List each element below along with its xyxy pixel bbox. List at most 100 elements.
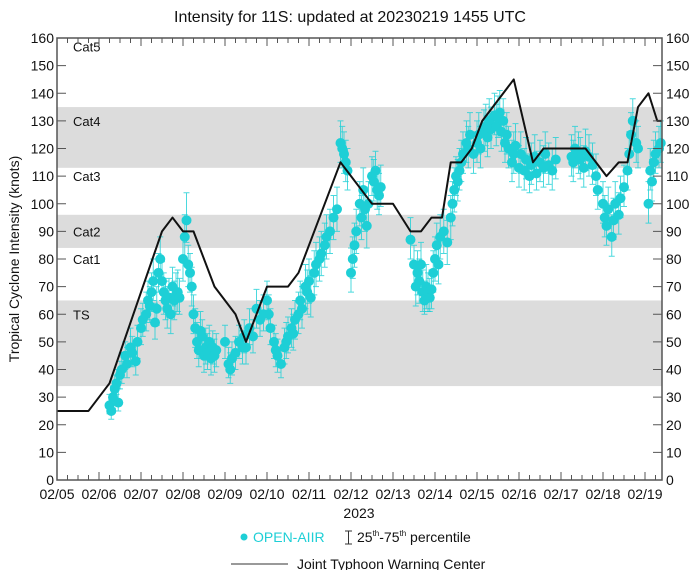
x-tick-label: 02/10 xyxy=(249,486,284,502)
obs-point xyxy=(584,151,594,162)
y-tick-label-left: 70 xyxy=(38,279,54,295)
y-tick-label-right: 120 xyxy=(666,141,690,157)
obs-point xyxy=(601,220,612,231)
band-label-cat5: Cat5 xyxy=(73,39,100,54)
obs-point xyxy=(647,176,657,187)
obs-point xyxy=(508,149,519,160)
obs-point xyxy=(498,115,509,126)
obs-point xyxy=(633,143,643,154)
obs-point xyxy=(304,276,314,287)
band-label-cat2: Cat2 xyxy=(73,224,100,239)
obs-point xyxy=(325,226,335,237)
x-tick-label: 02/06 xyxy=(81,486,116,502)
y-tick-label-right: 10 xyxy=(666,444,682,460)
y-axis-label: Tropical Cyclone Intensity (knots) xyxy=(6,156,22,362)
obs-point xyxy=(316,248,327,259)
obs-point xyxy=(328,212,339,223)
obs-point xyxy=(262,295,272,306)
y-tick-label-right: 30 xyxy=(666,389,682,405)
obs-point xyxy=(122,358,132,369)
obs-point xyxy=(374,190,384,201)
y-tick-label-left: 120 xyxy=(31,141,55,157)
obs-point xyxy=(174,292,185,303)
y-tick-label-left: 30 xyxy=(38,389,54,405)
y-tick-label-left: 10 xyxy=(38,444,54,460)
band-label-cat3: Cat3 xyxy=(73,169,100,184)
obs-point xyxy=(265,323,276,334)
obs-point xyxy=(613,209,624,220)
plot-frame xyxy=(56,37,663,481)
obs-point xyxy=(482,132,493,143)
obs-point xyxy=(452,176,463,187)
y-tick-label-left: 90 xyxy=(38,223,54,239)
obs-point xyxy=(465,129,475,140)
obs-point xyxy=(599,212,610,223)
obs-point xyxy=(603,204,614,215)
obs-point xyxy=(655,137,666,148)
legend-percentile-icon xyxy=(345,530,352,545)
y-tick-label-right: 0 xyxy=(666,472,674,488)
obs-point xyxy=(416,259,426,270)
x-axis-year-label: 2023 xyxy=(343,505,374,521)
obs-point xyxy=(127,347,138,358)
obs-point xyxy=(263,309,274,320)
obs-point xyxy=(433,259,444,270)
obs-point xyxy=(468,149,479,160)
band-label-cat1: Cat1 xyxy=(73,252,100,267)
y-tick-label-left: 60 xyxy=(38,306,54,322)
obs-point xyxy=(438,226,449,237)
obs-point xyxy=(405,234,416,245)
x-tick-label: 02/09 xyxy=(207,486,242,502)
obs-point xyxy=(361,220,372,231)
legend: OPEN-AIIR 25th-75th percentile Joint Typ… xyxy=(231,529,486,572)
jtwc-line xyxy=(57,78,663,412)
obs-point xyxy=(540,149,551,160)
obs-point xyxy=(442,237,453,248)
y-tick-label-right: 80 xyxy=(666,251,682,267)
y-tick-label-right: 40 xyxy=(666,362,682,378)
obs-point xyxy=(179,231,190,242)
obs-point xyxy=(409,259,419,270)
obs-point xyxy=(183,259,194,270)
y-tick-label-left: 140 xyxy=(31,85,55,101)
obs-point xyxy=(288,328,299,339)
x-tick-label: 02/12 xyxy=(333,486,368,502)
obs-point xyxy=(113,397,124,408)
obs-point xyxy=(130,356,141,367)
obs-point xyxy=(531,168,542,179)
obs-point xyxy=(297,303,307,314)
y-tick-label-left: 130 xyxy=(31,113,55,129)
legend-obs-marker xyxy=(240,533,248,541)
y-tick-label-right: 20 xyxy=(666,417,682,433)
y-tick-label-right: 140 xyxy=(666,85,690,101)
obs-point xyxy=(146,287,157,298)
obs-point xyxy=(414,276,425,287)
obs-point xyxy=(445,212,456,223)
x-tick-label: 02/07 xyxy=(123,486,158,502)
y-tick-label-right: 60 xyxy=(666,306,682,322)
obs-point xyxy=(475,143,486,154)
obs-point xyxy=(220,336,230,347)
x-tick-label: 02/15 xyxy=(459,486,494,502)
obs-point xyxy=(501,129,512,140)
y-tick-label-left: 20 xyxy=(38,417,54,433)
obs-point xyxy=(507,157,517,168)
obs-point xyxy=(615,193,626,204)
obs-point xyxy=(339,149,349,160)
obs-point xyxy=(626,129,636,140)
legend-obs-label: OPEN-AIIR xyxy=(253,529,325,545)
x-tick-label: 02/16 xyxy=(501,486,536,502)
obs-point xyxy=(606,231,617,242)
y-tick-label-right: 110 xyxy=(666,168,689,184)
obs-point xyxy=(454,165,465,176)
obs-point xyxy=(276,358,286,369)
obs-point xyxy=(148,276,159,287)
obs-point xyxy=(431,240,442,251)
obs-point xyxy=(643,198,654,209)
y-tick-label-right: 130 xyxy=(666,113,690,129)
chart-title: Intensity for 11S: updated at 20230219 1… xyxy=(174,9,526,26)
obs-point xyxy=(575,154,586,165)
y-tick-label-left: 80 xyxy=(38,251,54,267)
obs-point xyxy=(188,309,199,320)
